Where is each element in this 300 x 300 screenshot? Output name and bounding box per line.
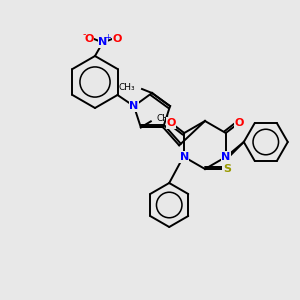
Text: O: O (112, 34, 122, 44)
Text: CH₃: CH₃ (157, 114, 173, 123)
Text: -: - (82, 29, 86, 39)
Text: N: N (221, 152, 230, 162)
Text: N: N (180, 152, 189, 162)
Text: O: O (234, 118, 244, 128)
Text: CH₃: CH₃ (118, 83, 135, 92)
Text: S: S (223, 164, 231, 174)
Text: N: N (98, 37, 108, 47)
Text: O: O (167, 118, 176, 128)
Text: +: + (105, 34, 111, 43)
Text: N: N (129, 101, 139, 111)
Text: O: O (84, 34, 94, 44)
